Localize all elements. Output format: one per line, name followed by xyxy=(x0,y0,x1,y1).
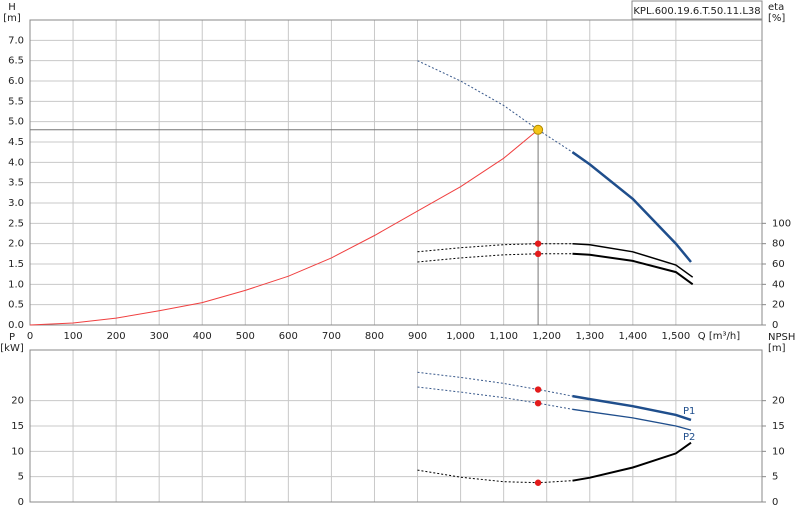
y-tick-label: 20 xyxy=(11,396,24,407)
y-tick-label: 4.5 xyxy=(8,137,24,148)
x-tick-label: 1,300 xyxy=(575,331,604,342)
point-marker xyxy=(534,250,542,258)
series-line xyxy=(572,394,692,422)
y2-tick-label: 40 xyxy=(772,279,785,290)
series-line xyxy=(417,469,573,484)
grid xyxy=(29,20,762,326)
y-tick-label: 15 xyxy=(11,421,24,432)
title-box xyxy=(631,0,763,20)
y-tick-label: 0.5 xyxy=(8,300,24,311)
series-line xyxy=(417,253,573,263)
y-tick-label: 10 xyxy=(11,446,24,457)
x-tick-label: 100 xyxy=(64,331,83,342)
x-tick-label: 700 xyxy=(322,331,341,342)
y2-tick-label: 0 xyxy=(772,320,778,331)
chart-title: KPL.600.19.6.T.50.11.L38 xyxy=(633,6,760,17)
point-marker xyxy=(534,400,542,407)
y2-tick-label: 20 xyxy=(772,396,785,407)
y-axis-label: P xyxy=(9,332,15,343)
y2-tick-label: 20 xyxy=(772,300,785,311)
series-line xyxy=(417,243,573,253)
y-tick-label: 3.0 xyxy=(8,198,24,209)
y-tick-label: 0 xyxy=(18,497,24,508)
y-tick-label: 5.5 xyxy=(8,96,24,107)
y-tick-label: 6.0 xyxy=(8,76,24,87)
point-marker xyxy=(534,386,542,393)
x-tick-label: 400 xyxy=(193,331,212,342)
x-tick-label: 1,200 xyxy=(532,331,561,342)
y-tick-label: 5 xyxy=(18,472,24,483)
y-tick-label: 2.0 xyxy=(8,239,24,250)
x-tick-label: 500 xyxy=(236,331,255,342)
point-marker xyxy=(534,240,542,247)
plot-frame xyxy=(29,349,763,503)
series-label: P2 xyxy=(683,432,695,443)
y-axis-unit: [m] xyxy=(3,13,21,24)
series-line xyxy=(572,408,692,431)
series-label: P1 xyxy=(683,406,695,417)
y-tick-label: 4.0 xyxy=(8,157,24,168)
y2-tick-label: 5 xyxy=(772,472,778,483)
y2-axis-label: eta xyxy=(768,2,784,13)
series-line xyxy=(571,151,692,263)
x-axis-label: Q [m³/h] xyxy=(698,331,740,342)
x-tick-label: 200 xyxy=(107,331,126,342)
y-tick-label: 0.0 xyxy=(8,320,24,331)
y-tick-label: 6.5 xyxy=(8,56,24,67)
x-tick-label: 1,500 xyxy=(662,331,691,342)
x-tick-label: 1,100 xyxy=(489,331,518,342)
y2-tick-label: 80 xyxy=(772,239,785,250)
y2-tick-label: 10 xyxy=(772,446,785,457)
series-line xyxy=(29,129,539,326)
y2-tick-label: 60 xyxy=(772,259,785,270)
y2-axis-unit: [%] xyxy=(768,13,785,24)
y-tick-label: 7.0 xyxy=(8,35,24,46)
x-tick-label: 800 xyxy=(365,331,384,342)
y-tick-label: 1.5 xyxy=(8,259,24,270)
x-tick-label: 900 xyxy=(408,331,427,342)
series-line xyxy=(417,386,573,410)
x-tick-label: 1,000 xyxy=(446,331,475,342)
series-line xyxy=(572,242,694,278)
series-line xyxy=(417,60,573,153)
y-axis-unit: [kW] xyxy=(0,343,24,354)
y-tick-label: 5.0 xyxy=(8,117,24,128)
x-tick-label: 600 xyxy=(279,331,298,342)
y-tick-label: 2.5 xyxy=(8,218,24,229)
y-axis-label: H xyxy=(8,2,16,13)
x-tick-label: 300 xyxy=(150,331,169,342)
y2-axis-label: NPSH xyxy=(768,332,795,343)
y2-tick-label: 15 xyxy=(772,421,785,432)
series-line xyxy=(572,441,692,482)
y2-tick-label: 0 xyxy=(772,497,778,508)
y-tick-label: 3.5 xyxy=(8,178,24,189)
plot-frame xyxy=(29,19,763,326)
x-tick-label: 1,400 xyxy=(619,331,648,342)
series-line xyxy=(572,252,694,286)
y2-axis-unit: [m] xyxy=(768,343,786,354)
grid xyxy=(29,350,762,503)
point-marker xyxy=(534,479,542,486)
point-marker xyxy=(533,124,544,135)
series-line xyxy=(417,371,573,397)
y-tick-label: 1.0 xyxy=(8,279,24,290)
y2-tick-label: 100 xyxy=(772,218,791,229)
x-tick-label: 0 xyxy=(27,331,33,342)
